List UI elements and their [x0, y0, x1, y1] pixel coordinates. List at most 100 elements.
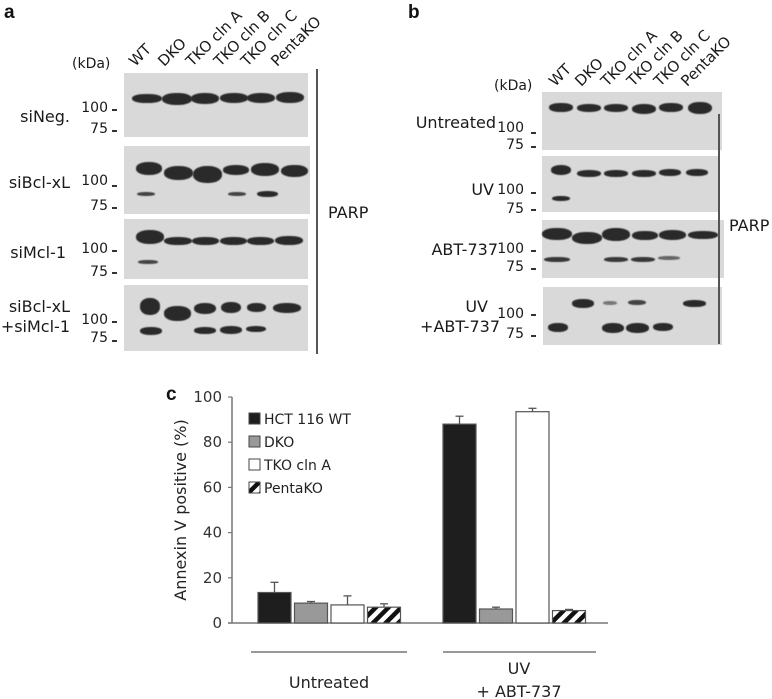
band — [136, 230, 164, 244]
legend-label: HCT 116 WT — [264, 412, 351, 428]
band — [194, 303, 216, 314]
row-label-line1: UV — [465, 297, 488, 316]
band — [604, 104, 628, 112]
band-cleaved — [138, 260, 158, 264]
legend-label: DKO — [264, 435, 294, 451]
y-tick-label: 80 — [203, 433, 222, 451]
blot-sineg — [124, 73, 308, 137]
mw-tick — [531, 268, 536, 270]
blot-abt-737 — [542, 220, 724, 278]
legend-label: PentaKO — [264, 481, 323, 497]
band — [276, 92, 304, 103]
bar — [330, 604, 365, 624]
row-label-line2: +ABT-737 — [420, 317, 500, 336]
mw-75: 75 — [90, 121, 108, 137]
mw-100: 100 — [497, 120, 524, 136]
y-tick-label: 60 — [203, 478, 222, 496]
band — [572, 232, 602, 244]
row-label-line1: siBcl-xL — [8, 297, 70, 316]
band — [549, 103, 573, 112]
band-cleaved — [220, 326, 242, 334]
mw-tick — [112, 272, 117, 274]
band — [281, 165, 308, 177]
legend-swatch — [248, 412, 261, 425]
band-cleaved — [228, 192, 246, 196]
mw-100: 100 — [497, 241, 524, 257]
mw-100: 100 — [81, 173, 108, 189]
row-label-untreated: Untreated — [415, 113, 496, 132]
mw-tick — [531, 146, 536, 148]
band-cleaved — [604, 257, 628, 262]
band — [551, 165, 571, 175]
band-cleaved — [544, 257, 570, 262]
mw-tick — [531, 132, 536, 134]
band-cleaved — [140, 327, 162, 335]
mw-75: 75 — [506, 326, 524, 342]
row-label-line2: +siMcl-1 — [0, 317, 70, 336]
mw-75: 75 — [506, 137, 524, 153]
mw-100: 100 — [81, 241, 108, 257]
row-label-sibcl-xl-simcl-1: siBcl-xL +siMcl-1 — [0, 297, 70, 337]
legend-swatch — [248, 435, 261, 448]
band-cleaved — [548, 323, 568, 332]
panel-b-kda-label: (kDa) — [494, 78, 533, 94]
category-label-abt: + ABT-737 — [476, 682, 561, 699]
mw-tick — [112, 250, 117, 252]
band — [603, 301, 617, 305]
band — [632, 104, 656, 114]
bar — [551, 609, 587, 624]
panel-a-kda-label: (kDa) — [72, 56, 111, 72]
band — [659, 169, 681, 176]
blot-untreated — [542, 92, 722, 150]
blot-uv — [542, 156, 720, 212]
blot-simcl-1 — [124, 219, 308, 279]
blot-sibcl-xl — [124, 146, 310, 214]
bar — [366, 606, 402, 624]
mw-tick — [531, 192, 536, 194]
band — [686, 169, 708, 176]
band-cleaved — [257, 191, 278, 197]
bar — [478, 608, 514, 624]
mw-tick — [531, 209, 536, 211]
panel-a-letter: a — [4, 2, 15, 23]
bar — [442, 423, 477, 624]
mw-100: 100 — [81, 312, 108, 328]
band — [577, 104, 601, 112]
band-cleaved — [552, 196, 570, 201]
band — [602, 228, 630, 241]
row-label-simcl-1: siMcl-1 — [10, 243, 66, 262]
band — [577, 170, 601, 177]
band-cleaved — [631, 257, 655, 262]
bar — [515, 411, 550, 624]
band — [164, 166, 193, 180]
band-cleaved — [194, 327, 216, 334]
mw-tick — [112, 340, 117, 342]
mw-tick — [112, 321, 117, 323]
band — [162, 93, 192, 105]
protein-label-parp-a: PARP — [328, 203, 369, 222]
legend-swatch — [248, 458, 261, 471]
row-label-uv: UV — [471, 180, 494, 199]
band — [632, 231, 658, 240]
y-tick-label: 40 — [203, 524, 222, 542]
band — [247, 303, 266, 312]
mw-tick — [112, 130, 117, 132]
band — [251, 163, 279, 176]
band — [220, 93, 248, 103]
row-label-uv-abt-737: UV +ABT-737 — [406, 297, 500, 337]
band — [192, 237, 219, 245]
protein-label-parp-b: PARP — [729, 216, 770, 235]
band — [659, 230, 686, 240]
parp-bracket-a — [316, 69, 318, 354]
band-cleaved — [626, 323, 649, 333]
mw-tick — [112, 109, 117, 111]
mw-100: 100 — [497, 182, 524, 198]
band — [572, 299, 594, 308]
band — [247, 93, 275, 103]
band — [164, 237, 192, 245]
legend-swatch — [248, 481, 261, 494]
band — [220, 237, 247, 245]
legend-label: TKO cln A — [263, 458, 331, 474]
mw-75: 75 — [90, 264, 108, 280]
